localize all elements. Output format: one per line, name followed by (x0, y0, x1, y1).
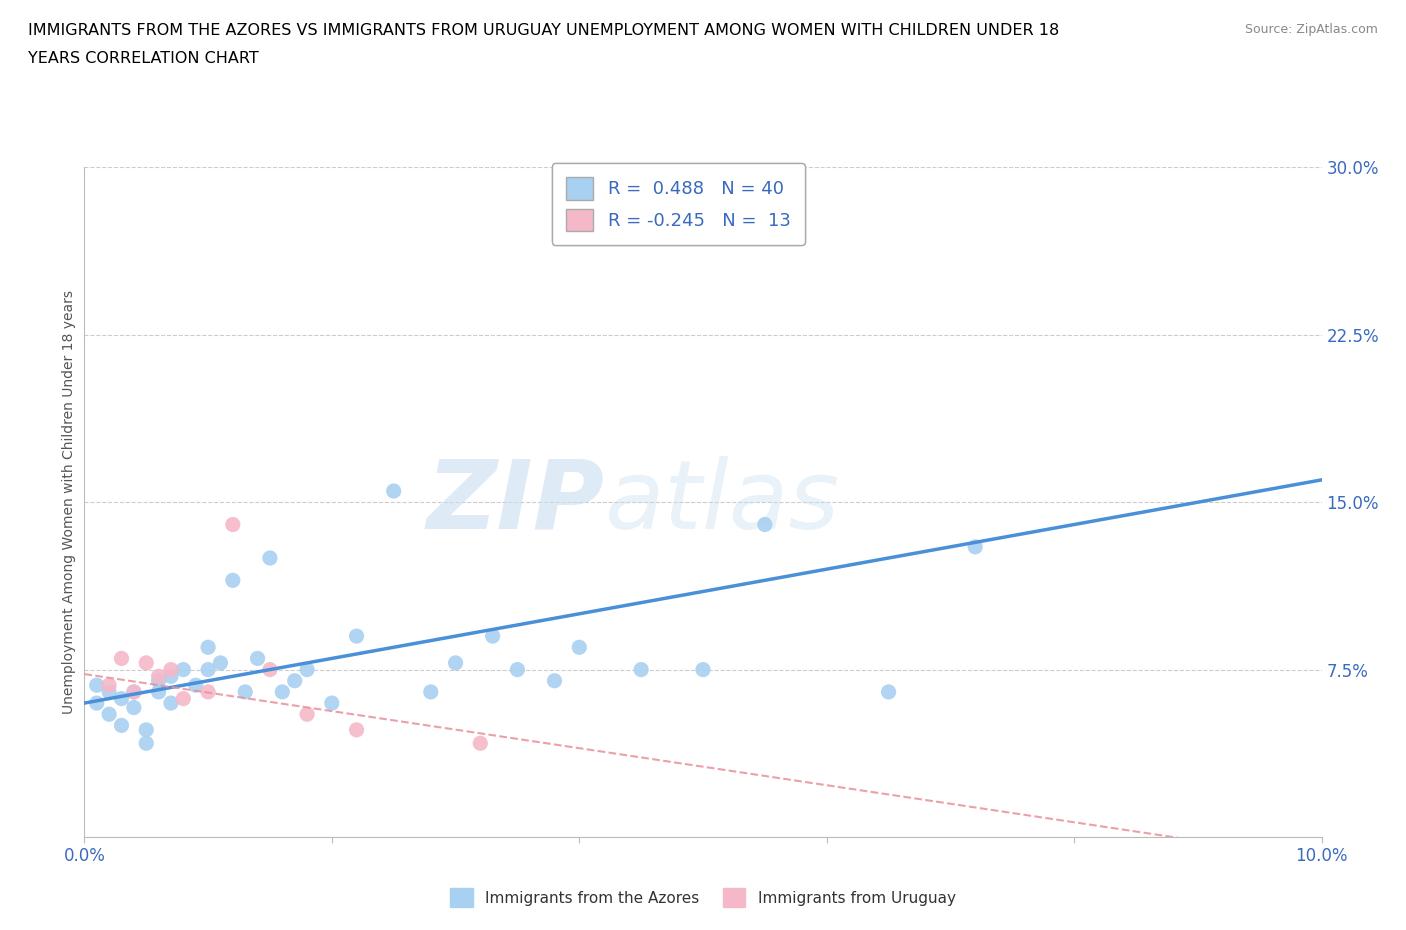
Point (172, 662, 194, 677)
Point (209, 656, 232, 671)
Point (419, 684, 441, 699)
Point (965, 539, 987, 554)
Point (346, 723, 368, 737)
Point (506, 662, 529, 677)
Text: atlas: atlas (605, 456, 839, 549)
Point (284, 673, 307, 688)
Legend: Immigrants from the Azores, Immigrants from Uruguay: Immigrants from the Azores, Immigrants f… (444, 883, 962, 913)
Point (877, 684, 900, 699)
Point (444, 656, 467, 671)
Point (135, 736, 157, 751)
Point (110, 691, 132, 706)
Point (543, 673, 565, 688)
Point (692, 662, 714, 677)
Point (148, 669, 170, 684)
Point (135, 723, 157, 737)
Point (86, 678, 108, 693)
Point (197, 684, 219, 699)
Text: YEARS CORRELATION CHART: YEARS CORRELATION CHART (28, 51, 259, 66)
Point (122, 684, 145, 699)
Point (481, 629, 503, 644)
Point (271, 684, 294, 699)
Point (160, 662, 183, 677)
Point (259, 662, 281, 677)
Point (160, 696, 183, 711)
Point (86, 696, 108, 711)
Point (148, 673, 170, 688)
Point (295, 707, 318, 722)
Text: ZIP: ZIP (426, 456, 605, 549)
Point (382, 484, 405, 498)
Point (184, 678, 207, 693)
Point (197, 662, 219, 677)
Point (160, 669, 183, 684)
Point (197, 640, 219, 655)
Point (568, 640, 591, 655)
Point (110, 718, 132, 733)
Point (172, 691, 194, 706)
Legend: R =  0.488   N = 40, R = -0.245   N =  13: R = 0.488 N = 40, R = -0.245 N = 13 (551, 163, 804, 245)
Point (110, 651, 132, 666)
Point (321, 696, 343, 711)
Point (754, 517, 776, 532)
Y-axis label: Unemployment Among Women with Children Under 18 years: Unemployment Among Women with Children U… (62, 290, 76, 714)
Point (148, 684, 170, 699)
Text: Source: ZipAtlas.com: Source: ZipAtlas.com (1244, 23, 1378, 36)
Point (470, 736, 492, 751)
Point (122, 700, 145, 715)
Point (246, 651, 269, 666)
Text: IMMIGRANTS FROM THE AZORES VS IMMIGRANTS FROM URUGUAY UNEMPLOYMENT AMONG WOMEN W: IMMIGRANTS FROM THE AZORES VS IMMIGRANTS… (28, 23, 1059, 38)
Point (295, 662, 318, 677)
Point (98, 678, 121, 693)
Point (98, 684, 121, 699)
Point (222, 573, 245, 588)
Point (630, 662, 652, 677)
Point (233, 684, 256, 699)
Point (122, 684, 145, 699)
Point (346, 629, 368, 644)
Point (98, 707, 121, 722)
Point (222, 517, 245, 532)
Point (135, 656, 157, 671)
Point (259, 551, 281, 565)
